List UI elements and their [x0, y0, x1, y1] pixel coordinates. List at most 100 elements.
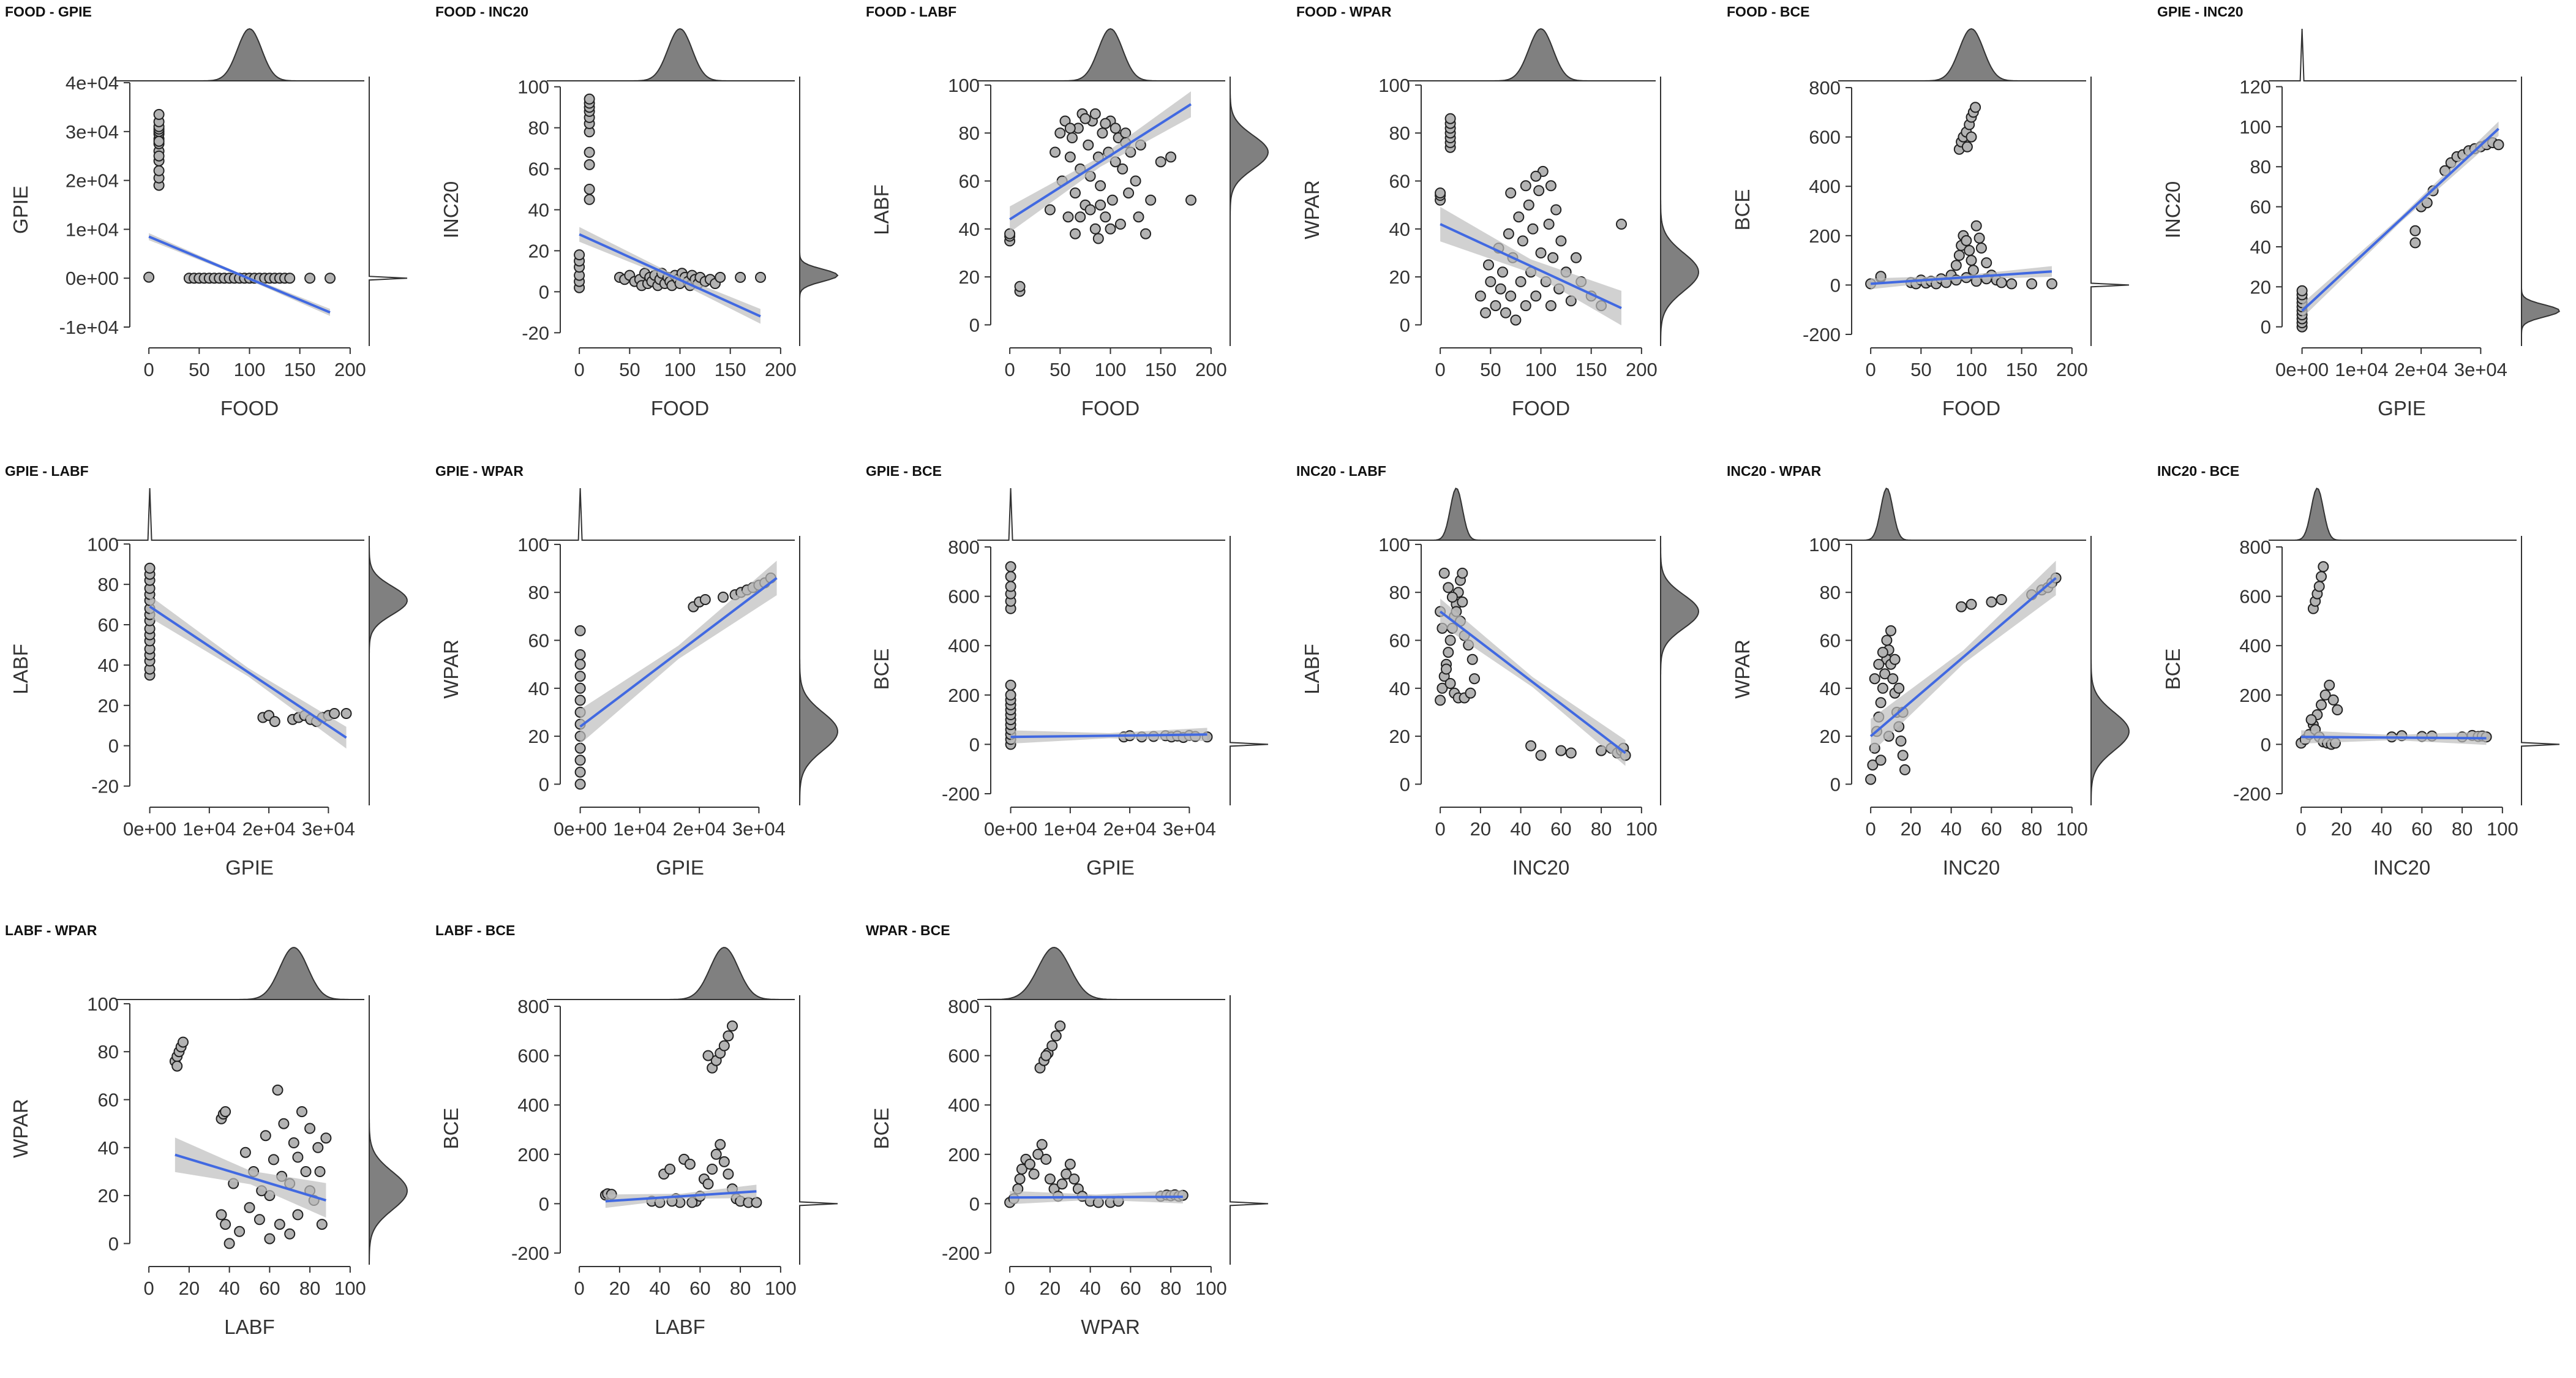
data-point — [1545, 300, 1556, 312]
y-tick-label: 60 — [1389, 630, 1410, 652]
top-density — [116, 28, 364, 81]
y-axis-title: LABF — [1301, 644, 1323, 695]
regression-line — [2301, 127, 2499, 312]
data-point — [584, 194, 595, 205]
y-tick-label: 60 — [1389, 171, 1410, 192]
y-tick-label: 60 — [1820, 630, 1841, 652]
top-density-curve — [547, 488, 795, 541]
y-tick-label: 120 — [2239, 77, 2271, 98]
data-point — [1530, 290, 1542, 302]
x-tick-label: 50 — [189, 359, 209, 380]
data-point — [1068, 1173, 1080, 1185]
data-point — [1887, 673, 1899, 685]
data-point — [1140, 228, 1151, 239]
y-tick-label: 40 — [2250, 236, 2271, 258]
x-tick-label: 100 — [1195, 1278, 1227, 1299]
y-tick-label: 400 — [1809, 176, 1841, 197]
y-tick-label: 100 — [87, 993, 119, 1015]
x-tick-label: 3e+04 — [732, 818, 786, 840]
data-point — [304, 273, 316, 284]
right-density-curve — [2521, 536, 2560, 805]
data-point — [1525, 740, 1537, 751]
top-density — [2269, 488, 2517, 541]
regression-line — [605, 1190, 757, 1203]
data-point — [1490, 300, 1501, 312]
y-tick-label: 200 — [2239, 685, 2271, 706]
data-point — [178, 1036, 189, 1048]
data-point — [1040, 1050, 1052, 1061]
data-point — [1966, 255, 1977, 266]
data-point — [1095, 180, 1106, 192]
x-tick-label: 2e+04 — [2395, 359, 2448, 380]
x-tick-label: 0e+00 — [984, 818, 1037, 840]
top-density — [116, 947, 364, 1000]
y-tick-label: 100 — [2239, 116, 2271, 138]
data-point — [153, 150, 165, 162]
data-point — [1897, 750, 1909, 761]
data-point — [1443, 582, 1454, 593]
data-point — [1114, 219, 1126, 230]
data-point — [1973, 232, 1985, 244]
data-point — [1485, 276, 1496, 287]
data-point — [1981, 257, 1992, 269]
regression-line — [1871, 270, 2052, 285]
y-tick-label: 0 — [539, 281, 549, 303]
scatter-plot: 0 50 100 150 200 FOOD -1e+04 0e+00 1e+04 2e+04 3e+… — [9, 28, 408, 420]
data-point — [153, 165, 165, 176]
data-point — [2332, 704, 2343, 715]
x-tick-label: 150 — [284, 359, 316, 380]
y-tick-label: 600 — [948, 586, 980, 608]
x-tick-label: 50 — [1050, 359, 1070, 380]
data-point — [1005, 679, 1016, 691]
x-tick-label: 40 — [2371, 818, 2392, 840]
x-tick-label: 60 — [2411, 818, 2432, 840]
y-tick-label: -200 — [2233, 783, 2271, 805]
y-tick-label: 20 — [1389, 726, 1410, 747]
top-density — [977, 488, 1225, 541]
right-density-curve — [1230, 77, 1269, 346]
scatter-panel: LABF - WPAR 0 20 40 60 80 100 LABF 0 20 40 60 80 100 W… — [0, 919, 429, 1378]
y-tick-label: -20 — [91, 776, 119, 797]
data-point — [1975, 243, 1987, 254]
y-tick-label: 200 — [948, 1144, 980, 1165]
x-tick-label: 1e+04 — [2335, 359, 2388, 380]
y-axis-title: BCE — [440, 1108, 462, 1150]
x-tick-label: 2e+04 — [1103, 818, 1157, 840]
right-density-curve — [1660, 536, 1700, 805]
data-point — [1961, 235, 1972, 246]
scatter-panel: GPIE - LABF 0e+00 1e+04 2e+04 3e+04 GPIE -20 0 2… — [0, 459, 429, 919]
data-point — [1953, 250, 1965, 261]
data-point — [1466, 653, 1478, 665]
data-point — [1133, 211, 1144, 223]
x-tick-label: 40 — [1940, 818, 1961, 840]
data-point — [1474, 290, 1486, 302]
x-tick-label: 100 — [2487, 818, 2518, 840]
data-point — [234, 1226, 246, 1237]
data-point — [574, 649, 586, 660]
regression-line — [1869, 577, 2057, 737]
data-point — [1064, 1158, 1076, 1170]
data-point — [1117, 163, 1128, 175]
y-tick-label: 40 — [98, 655, 119, 676]
data-points — [574, 93, 766, 293]
y-tick-label: 40 — [1820, 678, 1841, 699]
data-point — [584, 93, 595, 105]
y-tick-label: 0 — [2261, 317, 2271, 338]
data-point — [244, 1202, 255, 1213]
x-axis-title: FOOD — [1942, 397, 2000, 420]
data-point — [574, 742, 586, 754]
data-point — [1547, 252, 1559, 263]
scatter-panel: GPIE - BCE 0e+00 1e+04 2e+04 3e+04 GPIE -200 0 2… — [861, 459, 1290, 919]
data-points — [144, 562, 352, 728]
y-tick-label: 100 — [1378, 534, 1410, 555]
top-density-curve — [1408, 28, 1656, 81]
y-tick-label: 0 — [1830, 774, 1841, 795]
x-tick-label: 1e+04 — [182, 818, 236, 840]
x-tick-label: 0 — [574, 359, 585, 380]
y-tick-label: 0 — [108, 736, 119, 757]
x-axis-title: LABF — [655, 1316, 705, 1338]
x-tick-label: 40 — [219, 1278, 239, 1299]
x-tick-label: 60 — [1550, 818, 1571, 840]
y-tick-label: 800 — [948, 537, 980, 558]
scatter-panel: GPIE - INC20 0e+00 1e+04 2e+04 3e+04 GPIE 0 20 4… — [2152, 0, 2576, 459]
